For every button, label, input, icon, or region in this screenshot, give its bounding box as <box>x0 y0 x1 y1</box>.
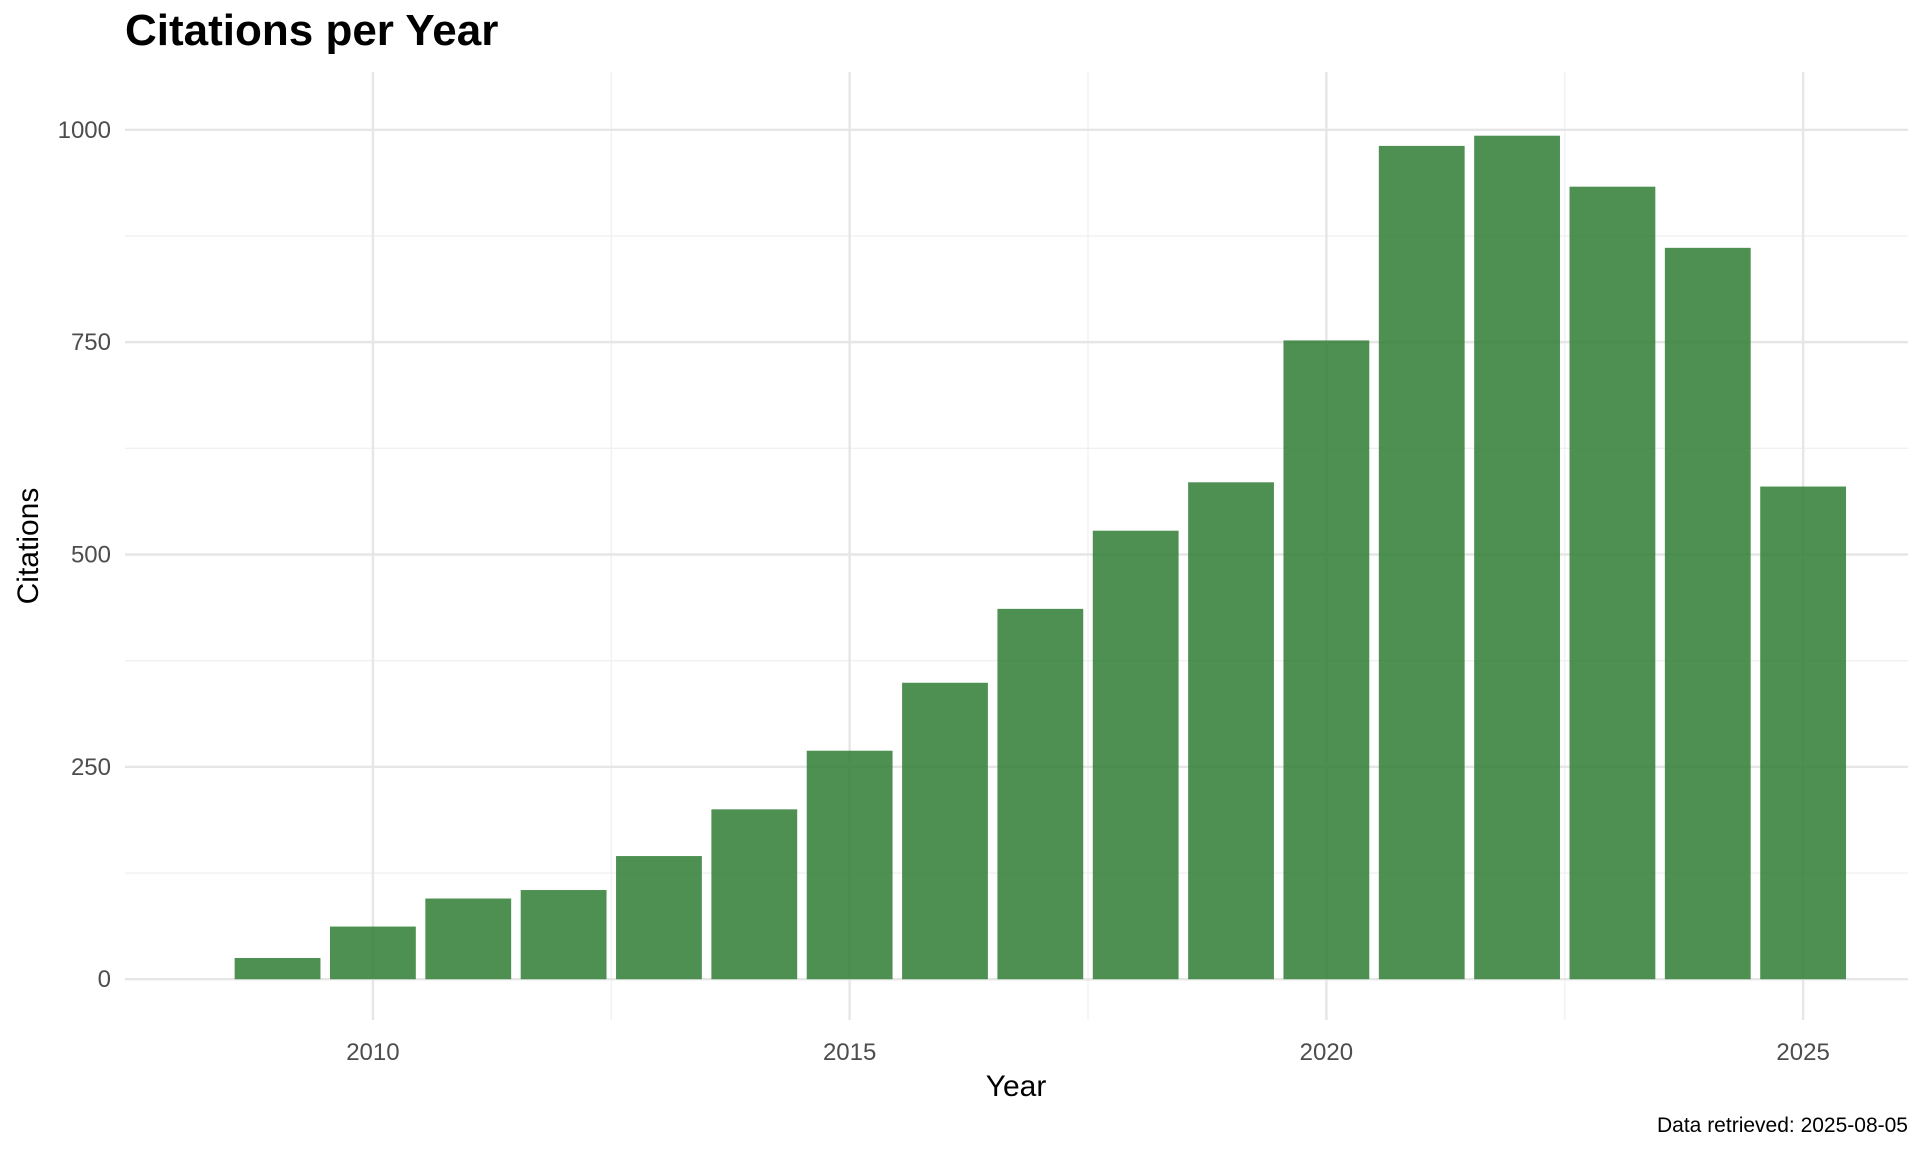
y-axis-title: Citations <box>12 488 45 605</box>
y-tick-label: 0 <box>98 966 111 993</box>
bar-2014 <box>711 809 798 980</box>
bar-2017 <box>997 608 1084 980</box>
bar-2022 <box>1474 135 1560 980</box>
bar-2024 <box>1664 247 1751 980</box>
y-tick-label: 500 <box>71 541 111 568</box>
chart-title: Citations per Year <box>125 6 498 55</box>
bar-2012 <box>520 890 607 980</box>
x-tick-labels: 2010 2015 2020 2025 <box>346 1039 1830 1066</box>
x-tick-label: 2015 <box>823 1039 876 1066</box>
bar-2010 <box>329 926 416 980</box>
y-tick-label: 250 <box>71 754 111 781</box>
y-tick-label: 750 <box>71 329 111 356</box>
bar-2025 <box>1760 486 1847 980</box>
bars <box>234 135 1847 980</box>
y-tick-label: 1000 <box>58 117 111 144</box>
y-tick-labels: 0 250 500 750 1000 <box>58 117 111 993</box>
bar-2023 <box>1569 186 1656 980</box>
bar-2016 <box>902 682 988 980</box>
bar-2013 <box>616 856 702 980</box>
bar-2015 <box>806 750 893 980</box>
bar-2021 <box>1378 145 1465 980</box>
bar-2011 <box>425 898 512 980</box>
x-axis-title: Year <box>986 1070 1047 1103</box>
bar-2018 <box>1092 530 1179 980</box>
bar-2009 <box>234 957 321 980</box>
x-tick-label: 2025 <box>1776 1039 1829 1066</box>
bar-2020 <box>1283 340 1370 980</box>
bar-2019 <box>1188 482 1274 980</box>
x-tick-label: 2010 <box>346 1039 399 1066</box>
x-tick-label: 2020 <box>1300 1039 1353 1066</box>
data-retrieved-caption: Data retrieved: 2025-08-05 <box>1657 1114 1908 1137</box>
